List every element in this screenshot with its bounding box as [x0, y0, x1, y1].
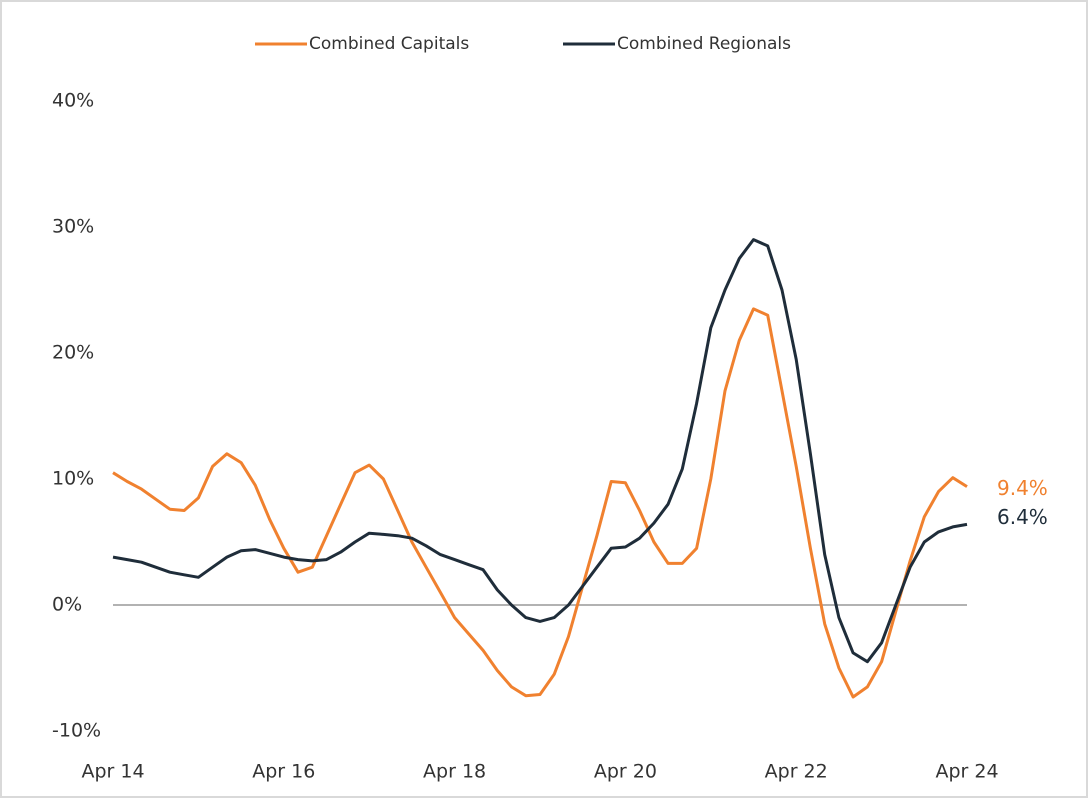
series-line	[112, 307, 968, 699]
end-label: 6.4%	[997, 505, 1048, 529]
legend-label: Combined Capitals	[309, 34, 469, 54]
end-label: 9.4%	[997, 476, 1048, 500]
y-tick-label: 0%	[52, 594, 82, 616]
legend-label: Combined Regionals	[617, 34, 791, 54]
x-tick-label: Apr 18	[423, 761, 486, 783]
x-tick-label: Apr 22	[765, 761, 828, 783]
y-tick-label: 30%	[52, 216, 94, 238]
x-tick-label: Apr 14	[81, 761, 144, 783]
x-tick-label: Apr 24	[935, 761, 998, 783]
y-tick-label: 10%	[52, 468, 94, 490]
y-tick-label: 20%	[52, 342, 94, 364]
y-tick-label: 40%	[52, 90, 94, 112]
series-line	[112, 238, 968, 664]
x-tick-label: Apr 16	[252, 761, 315, 783]
x-tick-label: Apr 20	[594, 761, 657, 783]
y-tick-label: -10%	[52, 720, 101, 742]
